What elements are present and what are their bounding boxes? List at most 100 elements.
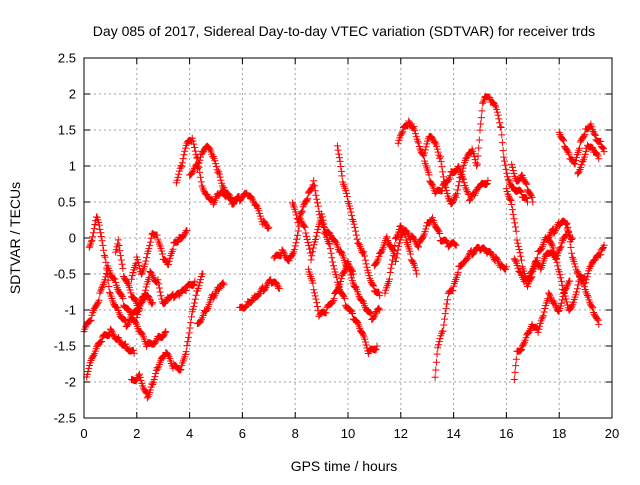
data-point [189,137,197,145]
data-point [451,240,459,248]
data-point [475,144,483,152]
data-point [433,350,441,358]
data-point [411,126,419,134]
data-point [89,233,97,241]
x-tick-label: 8 [292,426,299,441]
data-point [493,254,501,262]
data-point [148,300,156,308]
data-point [414,137,422,145]
data-point [439,168,447,176]
data-point [83,370,91,378]
data-point [189,281,197,289]
data-point [381,289,389,297]
data-point [348,212,356,220]
data-point [130,349,138,357]
data-point [425,171,433,179]
data-point [514,239,522,247]
data-point [583,273,591,281]
data-point [362,338,370,346]
data-point [330,295,338,303]
data-point [314,202,322,210]
data-point [191,299,199,307]
data-point [392,258,400,266]
data-point [279,247,287,255]
data-point [432,358,440,366]
data-point [124,321,132,329]
data-point [101,253,109,261]
data-point [340,293,348,301]
data-point [405,117,413,125]
data-point [215,286,223,294]
data-point [445,176,453,184]
data-point [558,281,566,289]
data-point [116,311,124,319]
data-point [474,152,482,160]
data-point [214,169,222,177]
data-point [347,307,355,315]
data-point [256,289,264,297]
data-point [410,123,418,131]
data-point [525,274,533,282]
data-point [85,243,93,251]
data-point [398,224,406,232]
data-point [475,136,483,144]
data-point [303,232,311,240]
data-point [449,287,457,295]
data-point [109,331,117,339]
data-point [483,179,491,187]
data-point [561,292,569,300]
data-point [135,372,143,380]
data-point [506,179,514,187]
data-point [119,294,127,302]
data-point [84,367,92,375]
y-tick-label: 0.5 [58,195,76,210]
data-point [600,148,608,156]
data-point [101,276,109,284]
data-point [436,230,444,238]
data-point [463,256,471,264]
data-point [595,320,603,328]
data-point [334,285,342,293]
x-tick-label: 18 [552,426,566,441]
data-point [455,163,463,171]
data-point [256,212,264,220]
data-point [326,240,334,248]
data-point [261,285,269,293]
data-point [498,139,506,147]
x-tick-label: 6 [239,426,246,441]
data-point [330,265,338,273]
data-point [195,282,203,290]
data-point [517,252,525,260]
data-point [190,140,198,148]
data-point [338,249,346,257]
data-point [294,218,302,226]
data-point [184,338,192,346]
data-point [428,180,436,188]
data-point [599,145,607,153]
data-point [353,235,361,243]
data-point [589,144,597,152]
data-point [98,237,106,245]
data-point [197,178,205,186]
data-point [587,120,595,128]
data-point [581,150,589,158]
data-point [97,285,105,293]
data-point [191,147,199,155]
data-point [351,223,359,231]
data-point [93,300,101,308]
data-point [565,150,573,158]
data-point [422,143,430,151]
data-point [525,328,533,336]
data-point [512,355,520,363]
data-point [593,315,601,323]
data-point [329,298,337,306]
data-point [486,94,494,102]
data-point [517,346,525,354]
data-point [153,231,161,239]
data-point [98,337,106,345]
data-point [248,297,256,305]
data-point [441,182,449,190]
data-point [509,167,517,175]
y-tick-label: 1 [69,159,76,174]
data-point [326,230,334,238]
